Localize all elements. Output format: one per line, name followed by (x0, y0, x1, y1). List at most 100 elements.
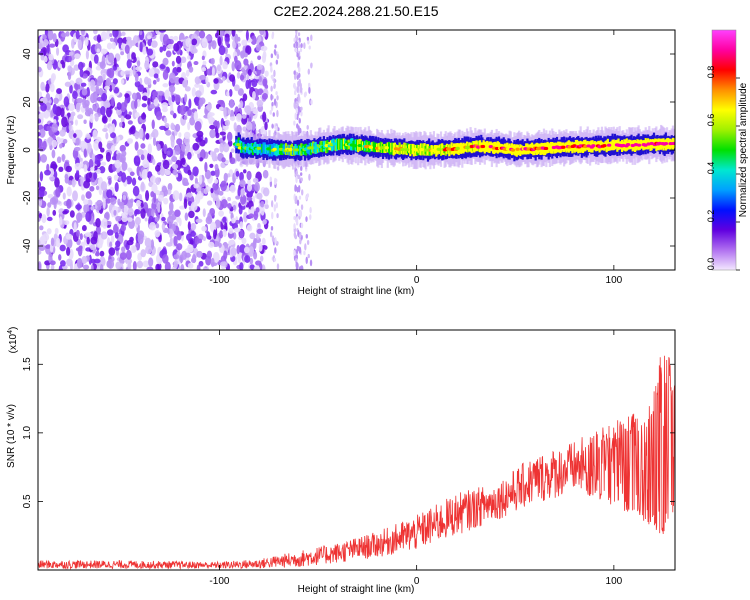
spectrogram-cell (136, 260, 144, 269)
spectrogram-cell (222, 216, 227, 223)
spectrogram-cell (264, 121, 268, 131)
spectrogram-cell (173, 235, 178, 247)
spectrogram-cell (75, 204, 82, 210)
spectrogram-cell (113, 174, 119, 181)
spectrogram-cell (220, 199, 228, 209)
spectrogram-cell (178, 192, 183, 202)
spectrogram-cell (175, 55, 182, 64)
spectrogram-cell (276, 241, 279, 246)
spectrogram-cell (307, 39, 310, 45)
spectrogram-cell (164, 89, 170, 100)
spectrogram-cell (276, 166, 280, 171)
spectrogram-cell (256, 99, 264, 108)
spectrogram-cell (217, 79, 224, 84)
spectrogram-cell (139, 41, 143, 53)
spectrogram-cell (169, 110, 175, 116)
spectrogram-cell (104, 85, 110, 91)
spectrogram-cell (247, 68, 252, 76)
spectrogram-cell (186, 192, 193, 198)
spectrogram-cell (612, 139, 615, 151)
spectrogram-cell (253, 210, 259, 221)
spectrogram-cell (174, 94, 181, 103)
spectrogram-cell (271, 124, 274, 129)
spectrogram-cell (54, 227, 59, 235)
spectrogram-cell (136, 149, 144, 156)
spectrogram-cell (298, 195, 302, 200)
spectrogram-cell (384, 146, 389, 150)
spectrogram-cell (145, 190, 150, 202)
spectrogram-cell (224, 46, 228, 55)
spectrogram-cell (298, 246, 302, 254)
spectrogram-cell (150, 132, 156, 138)
spectrogram-cell (293, 223, 296, 230)
spectrogram-cell (216, 64, 221, 72)
spectrogram-cell (69, 210, 75, 218)
spectrogram-cell (38, 139, 44, 150)
spectrogram-cell (121, 214, 128, 223)
spectrogram-cell (52, 103, 58, 115)
spectrogram-cell (70, 111, 76, 117)
spectrogram-cell (38, 249, 42, 255)
spectrogram-cell (40, 154, 47, 163)
spectrogram-cell (50, 260, 56, 266)
spectrogram-cell (121, 246, 126, 253)
spectrogram-cell (222, 229, 227, 238)
spectrogram-cell (256, 64, 263, 71)
spectrogram-cell (252, 195, 256, 203)
spectrogram-y-tick-label: -20 (22, 190, 33, 205)
spectrogram-cell (260, 144, 263, 156)
spectrogram-cell (116, 102, 122, 110)
spectrogram-cell (181, 143, 186, 152)
spectrogram-cell (297, 130, 300, 136)
spectrogram-cell (207, 101, 212, 112)
spectrogram-cell (307, 145, 310, 154)
spectrogram-cell (109, 84, 113, 92)
spectrogram-cell (202, 236, 206, 242)
spectrogram-cell (194, 83, 201, 88)
spectrogram-cell (145, 133, 150, 140)
spectrogram-cell (264, 203, 269, 210)
spectrogram-cell (79, 157, 83, 163)
spectrogram-cell (180, 56, 187, 64)
spectrogram-cell (171, 94, 176, 103)
spectrogram-cell (246, 183, 253, 192)
spectrogram-cell (334, 139, 337, 152)
spectrogram-cell (300, 204, 304, 211)
spectrogram-cell (59, 244, 66, 252)
spectrogram-cell (373, 143, 376, 153)
spectrogram-cell (146, 266, 154, 270)
spectrogram-cell (234, 60, 242, 71)
spectrogram-cell (94, 165, 98, 171)
spectrogram-cell (271, 211, 274, 220)
spectrogram-cell (162, 44, 167, 52)
colorbar-label: Normalized spectral amplitude (738, 82, 749, 217)
spectrogram-cell (69, 84, 73, 94)
spectrogram-cell (127, 217, 133, 222)
spectrogram-cell (625, 142, 631, 147)
spectrogram-cell (172, 223, 176, 232)
spectrogram-cell (127, 262, 132, 270)
spectrogram-cell (234, 33, 239, 44)
spectrogram-cell (194, 120, 202, 132)
spectrogram-cell (138, 128, 144, 140)
colorbar-gradient (712, 30, 736, 270)
spectrogram-cell (159, 46, 164, 53)
spectrogram-cell (93, 258, 101, 264)
snr-series-line (38, 355, 675, 570)
spectrogram-cell (209, 163, 214, 169)
spectrogram-cell (228, 240, 235, 245)
spectrogram-cell (295, 30, 298, 35)
spectrogram-cell (252, 177, 259, 183)
spectrogram-cell (65, 233, 73, 240)
spectrogram-cell (149, 222, 156, 231)
colorbar-frame (711, 29, 737, 271)
spectrogram-y-tick-label: -40 (22, 238, 33, 253)
spectrogram-cell (239, 229, 244, 239)
snr-y-multiplier-base: (x10 (8, 333, 19, 353)
spectrogram-cell (218, 45, 226, 56)
spectrogram-cell (74, 53, 81, 60)
spectrogram-cell (178, 132, 182, 138)
spectrogram-cell (140, 154, 145, 161)
spectrogram-cell (213, 78, 219, 84)
spectrogram-cell (60, 107, 65, 118)
